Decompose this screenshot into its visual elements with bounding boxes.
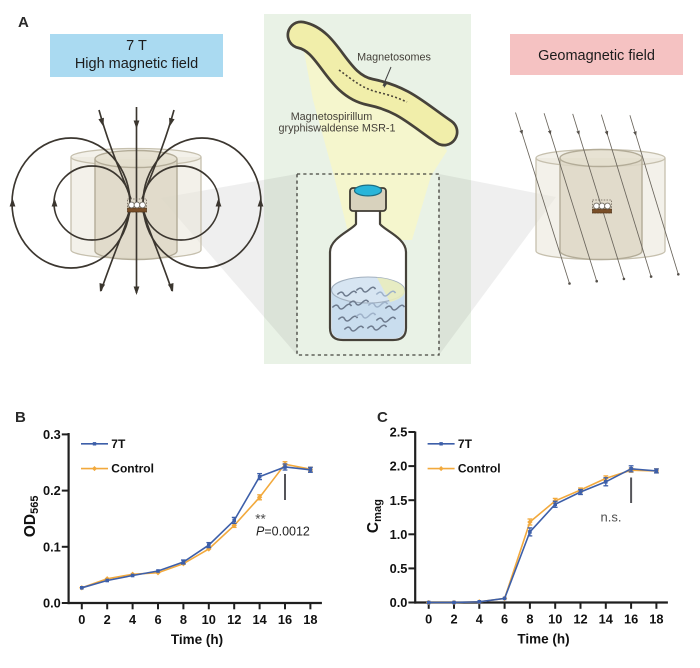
svg-text:Magnetospirillum: Magnetospirillum (291, 111, 373, 123)
svg-text:Magnetosomes: Magnetosomes (357, 52, 431, 64)
svg-text:10: 10 (202, 612, 216, 627)
svg-text:7 T: 7 T (126, 38, 147, 54)
svg-text:2.0: 2.0 (390, 459, 408, 474)
svg-text:565: 565 (29, 495, 41, 513)
svg-text:Time (h): Time (h) (171, 632, 223, 647)
svg-text:mag: mag (372, 499, 384, 522)
svg-text:7T: 7T (458, 437, 473, 451)
svg-text:14: 14 (252, 612, 267, 627)
svg-text:1.5: 1.5 (390, 493, 408, 508)
svg-text:C: C (377, 409, 388, 426)
svg-text:7T: 7T (111, 437, 126, 451)
svg-text:2.5: 2.5 (390, 425, 408, 440)
svg-text:2: 2 (450, 612, 457, 627)
svg-text:6: 6 (501, 612, 508, 627)
svg-text:High magnetic field: High magnetic field (75, 56, 198, 72)
svg-text:18: 18 (649, 612, 663, 627)
svg-text:0.5: 0.5 (390, 561, 408, 576)
svg-text:1.0: 1.0 (390, 527, 408, 542)
svg-text:2: 2 (104, 612, 111, 627)
svg-text:16: 16 (278, 612, 292, 627)
svg-text:Control: Control (111, 462, 154, 476)
svg-text:4: 4 (476, 612, 484, 627)
svg-text:gryphiswaldense MSR-1: gryphiswaldense MSR-1 (278, 123, 395, 135)
svg-text:0.0: 0.0 (390, 595, 408, 610)
svg-text:16: 16 (624, 612, 638, 627)
svg-text:4: 4 (129, 612, 137, 627)
svg-text:0.1: 0.1 (43, 539, 61, 554)
svg-text:0.2: 0.2 (43, 483, 61, 498)
svg-text:12: 12 (573, 612, 587, 627)
svg-text:10: 10 (548, 612, 562, 627)
svg-text:8: 8 (180, 612, 187, 627)
svg-text:Geomagnetic field: Geomagnetic field (538, 48, 655, 64)
svg-text:0.0: 0.0 (43, 596, 61, 611)
svg-text:0.3: 0.3 (43, 427, 61, 442)
svg-text:Time (h): Time (h) (517, 631, 569, 646)
svg-text:14: 14 (599, 612, 614, 627)
svg-text:B: B (15, 409, 26, 426)
svg-text:n.s.: n.s. (601, 510, 622, 525)
svg-text:Control: Control (458, 462, 501, 476)
svg-text:**: ** (255, 512, 266, 527)
svg-text:P=0.0012: P=0.0012 (256, 525, 310, 539)
svg-text:A: A (18, 14, 29, 31)
svg-text:0: 0 (425, 612, 432, 627)
svg-text:8: 8 (526, 612, 533, 627)
svg-text:0: 0 (78, 612, 85, 627)
svg-text:OD: OD (22, 514, 39, 537)
svg-text:18: 18 (303, 612, 317, 627)
svg-text:12: 12 (227, 612, 241, 627)
svg-text:6: 6 (154, 612, 161, 627)
svg-text:C: C (365, 522, 382, 533)
